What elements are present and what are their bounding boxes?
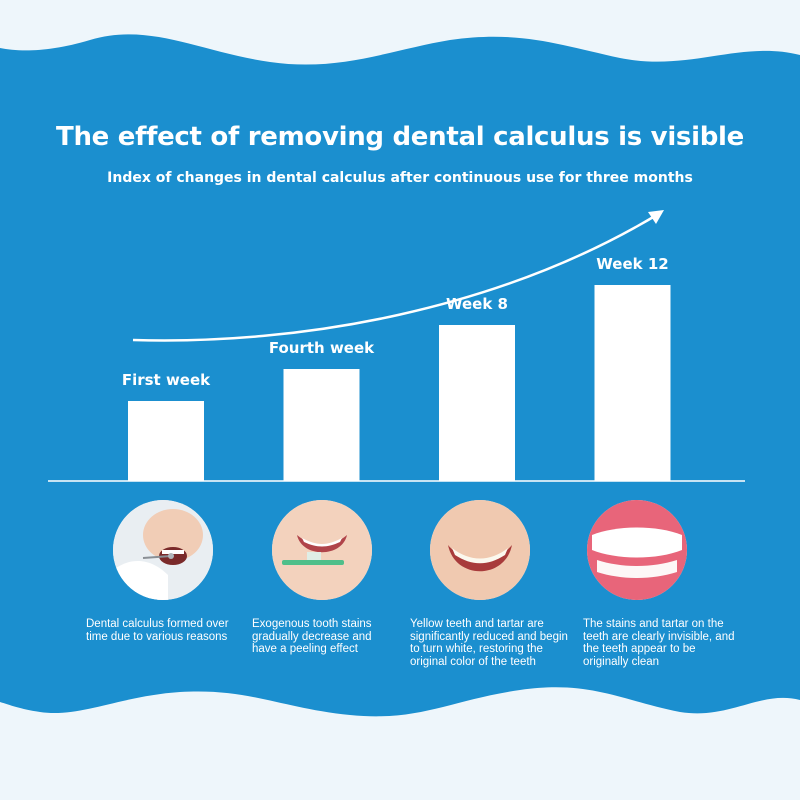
caption-first-week: Dental calculus formed over time due to … bbox=[86, 618, 229, 643]
toothbrush-smile-image bbox=[272, 500, 372, 600]
yellow-teeth-smile-image bbox=[430, 500, 530, 600]
trend-arrow-head bbox=[648, 210, 664, 224]
photo-dentist-exam bbox=[113, 500, 213, 600]
category-label-week-8: Week 8 bbox=[446, 295, 508, 313]
caption-fourth-week: Exogenous tooth stains gradually decreas… bbox=[252, 618, 372, 655]
category-label-first-week: First week bbox=[122, 371, 211, 389]
top-wave bbox=[0, 0, 800, 65]
bar-week-8 bbox=[439, 325, 515, 481]
page-subtitle: Index of changes in dental calculus afte… bbox=[107, 170, 693, 186]
dentist-exam-image bbox=[113, 500, 213, 600]
category-label-week-12: Week 12 bbox=[596, 255, 668, 273]
caption-week-12: The stains and tartar on the teeth are c… bbox=[583, 618, 735, 668]
category-label-fourth-week: Fourth week bbox=[269, 339, 375, 357]
caption-week-8: Yellow teeth and tartar are significantl… bbox=[410, 618, 568, 668]
bar-fourth-week bbox=[283, 369, 360, 481]
photo-toothbrush-smile bbox=[272, 500, 372, 600]
bar-first-week bbox=[128, 401, 204, 481]
clean-teeth-image bbox=[587, 500, 687, 600]
photo-clean-teeth bbox=[587, 500, 687, 600]
trend-arrow-line bbox=[132, 211, 661, 342]
photo-yellow-teeth-smile bbox=[430, 500, 530, 600]
bottom-wave bbox=[0, 687, 800, 800]
bar-week-12 bbox=[594, 285, 671, 481]
page-title: The effect of removing dental calculus i… bbox=[56, 122, 744, 152]
